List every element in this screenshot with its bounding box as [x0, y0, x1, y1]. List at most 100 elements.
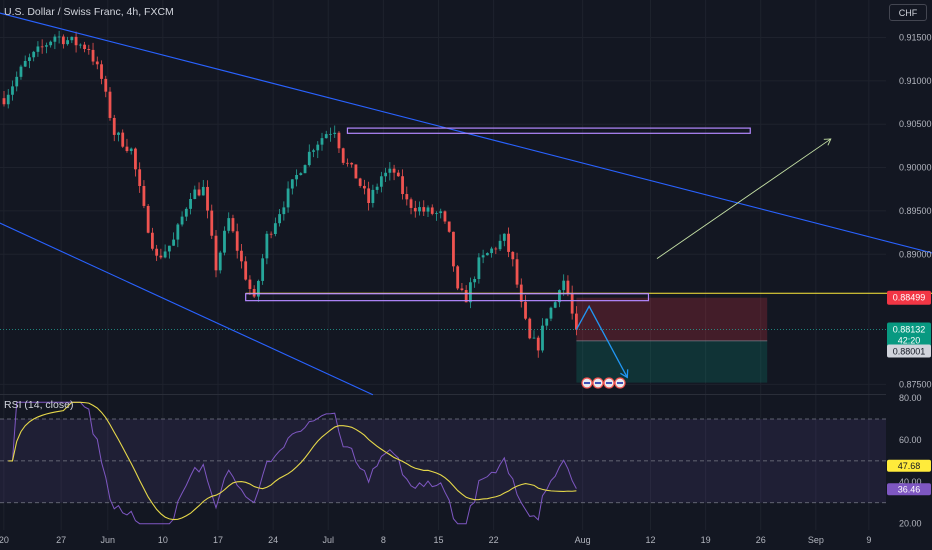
- candle-body: [45, 45, 48, 47]
- candle-body: [333, 132, 337, 134]
- candle-body: [176, 224, 180, 240]
- candle-body: [210, 210, 214, 236]
- candle-body: [15, 76, 19, 87]
- time-tick-label: 22: [489, 535, 499, 545]
- candle-body: [129, 148, 133, 151]
- candle-body: [66, 40, 69, 45]
- candle-body: [562, 280, 566, 291]
- candle-body: [447, 221, 451, 232]
- zone-box: [245, 293, 650, 302]
- rsi-title: RSI (14, close): [4, 399, 73, 411]
- candle-body: [28, 57, 31, 61]
- candle-body: [155, 248, 159, 256]
- candle-body: [125, 146, 129, 151]
- candle-body: [23, 60, 27, 67]
- candle-body: [303, 165, 307, 174]
- candle-body: [57, 36, 61, 38]
- candle-body: [227, 218, 231, 231]
- candle-body: [244, 261, 248, 280]
- candle-body: [498, 240, 502, 250]
- candle-body: [189, 198, 192, 209]
- candle-body: [290, 179, 294, 189]
- candle-body: [299, 173, 303, 175]
- last-price-tag-bg: [887, 322, 931, 347]
- time-tick-label: 24: [268, 535, 278, 545]
- currency-button[interactable]: CHF: [889, 4, 927, 21]
- candle-body: [95, 61, 99, 65]
- candle-body: [375, 186, 379, 190]
- time-tick-label: Aug: [575, 535, 591, 545]
- candle-body: [575, 313, 578, 330]
- candle-body: [358, 178, 362, 186]
- candle-body: [515, 259, 519, 285]
- rsi-value-tag: 36.46: [898, 484, 921, 494]
- candle-body: [502, 233, 506, 241]
- candle-body: [252, 288, 256, 297]
- candle-body: [401, 176, 404, 195]
- candle-body: [435, 213, 438, 214]
- candle-body: [223, 230, 226, 253]
- candle-body: [337, 132, 341, 149]
- candle-body: [541, 325, 544, 351]
- time-tick-label: 9: [866, 535, 871, 545]
- candle-body: [350, 162, 354, 165]
- flag-stripe: [595, 382, 601, 384]
- candle-body: [430, 207, 434, 214]
- candles: [2, 30, 578, 358]
- time-tick-label: 26: [756, 535, 766, 545]
- candle-body: [507, 233, 510, 252]
- candle-body: [49, 41, 53, 46]
- candle-body: [61, 36, 65, 45]
- rsi-line: [8, 401, 577, 525]
- flag-stripe: [606, 382, 612, 384]
- symbol-title: U.S. Dollar / Swiss Franc, 4h, FXCM: [4, 6, 174, 18]
- candle-body: [532, 337, 536, 339]
- rsi-ma-line: [8, 401, 577, 521]
- rsi-ma-tag-bg: [887, 459, 931, 472]
- stop-zone: [576, 297, 768, 341]
- candle-body: [490, 248, 493, 254]
- target-arrow-line: [656, 138, 832, 259]
- candle-body: [151, 232, 154, 249]
- candle-body: [316, 144, 320, 151]
- candle-body: [558, 290, 561, 303]
- price-tick-label: 0.91500: [899, 32, 932, 42]
- candle-body: [549, 307, 553, 319]
- rsi-tick-label: 20.00: [899, 519, 922, 529]
- candle-body: [2, 98, 6, 105]
- candle-body: [278, 214, 281, 224]
- flag-stripe: [584, 382, 590, 384]
- candle-body: [32, 51, 36, 58]
- candle-body: [469, 282, 472, 303]
- candle-body: [104, 78, 108, 92]
- target-arrow-head: [823, 138, 832, 146]
- drawings: [0, 12, 932, 396]
- candle-body: [265, 233, 269, 259]
- candle-body: [439, 211, 443, 214]
- candle-body: [180, 216, 184, 225]
- candle-body: [206, 186, 209, 211]
- candle-body: [78, 44, 82, 46]
- time-tick-label: 19: [701, 535, 711, 545]
- candle-body: [240, 250, 243, 262]
- candle-body: [159, 255, 163, 258]
- time-tick-label: Sep: [808, 535, 824, 545]
- candle-body: [197, 189, 201, 196]
- candle-body: [494, 248, 498, 250]
- stop-price-tag-bg: [887, 344, 931, 358]
- price-tick-label: 0.90500: [899, 119, 932, 129]
- candle-body: [87, 48, 91, 50]
- candle-body: [307, 151, 311, 166]
- level-price-tag: 0.88499: [893, 293, 926, 303]
- candle-body: [422, 207, 426, 212]
- last-price-tag-countdown: 42:20: [898, 336, 921, 346]
- candle-body: [142, 186, 146, 206]
- candle-body: [214, 235, 218, 271]
- candle-body: [485, 253, 489, 256]
- time-tick-label: 8: [381, 535, 386, 545]
- rsi-pane: [0, 401, 886, 525]
- candle-body: [36, 46, 40, 52]
- target-zone: [576, 340, 768, 383]
